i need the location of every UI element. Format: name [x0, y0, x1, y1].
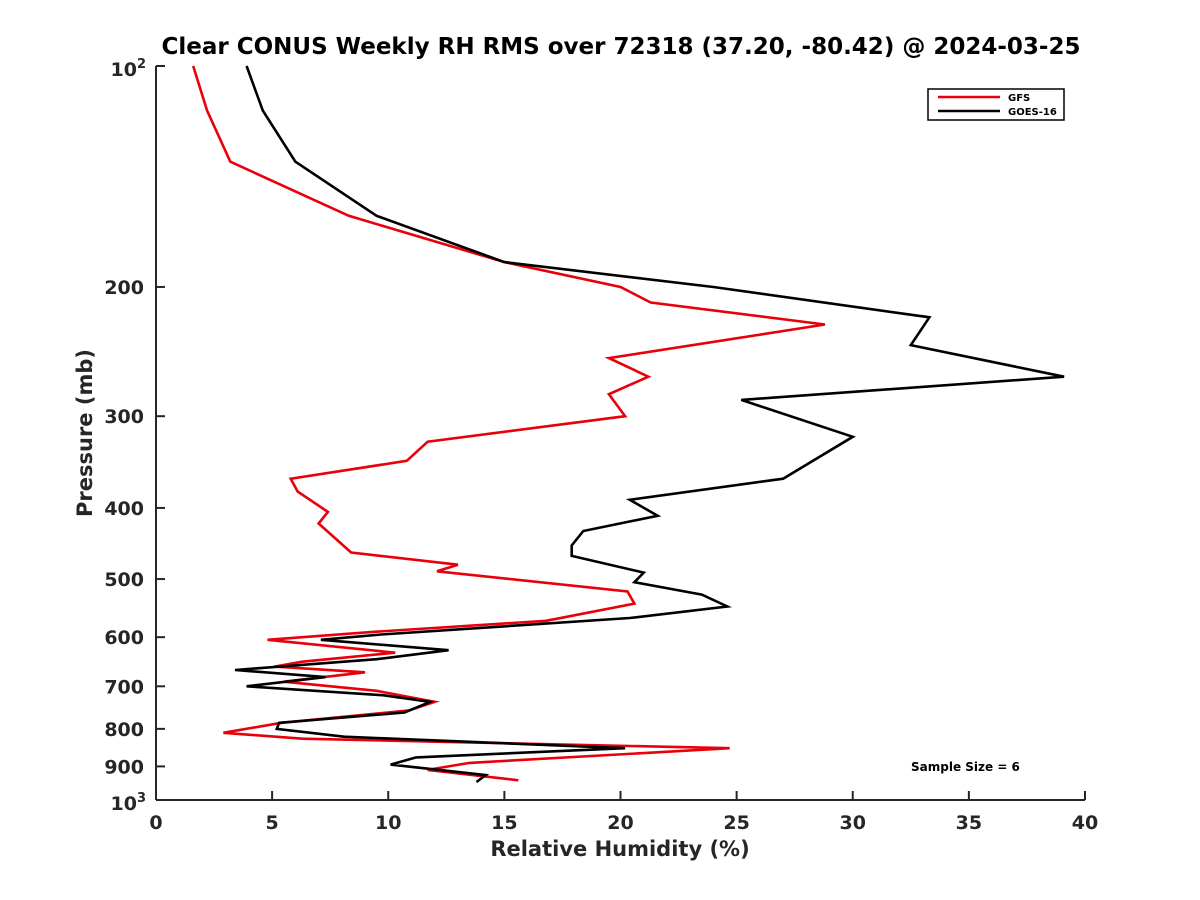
- legend-label-goes16: GOES-16: [1008, 107, 1057, 118]
- legend: GFS GOES-16: [927, 88, 1065, 121]
- x-ticks: 0 5 10 15 20 25 30 35 40: [149, 791, 1098, 834]
- y-tick-label: 900: [104, 756, 144, 778]
- y-tick-label: 700: [104, 676, 144, 698]
- y-tick-label: 600: [104, 627, 144, 649]
- series-line-goes16: [234, 65, 1065, 784]
- y-tick-label: 103: [111, 791, 147, 815]
- y-tick-label: 300: [104, 406, 144, 428]
- x-tick-label: 40: [1072, 812, 1098, 834]
- y-tick-label: 102: [111, 57, 147, 81]
- x-tick-label: 0: [149, 812, 162, 834]
- x-tick-label: 10: [375, 812, 401, 834]
- y-tick-label: 800: [104, 719, 144, 741]
- chart-title: Clear CONUS Weekly RH RMS over 72318 (37…: [162, 34, 1081, 60]
- x-tick-label: 35: [956, 812, 982, 834]
- y-tick-base: 10: [111, 59, 137, 81]
- y-tick-label: 500: [104, 569, 144, 591]
- y-tick-exponent: 3: [137, 791, 146, 806]
- legend-label-gfs: GFS: [1008, 93, 1030, 104]
- y-axis-label: Pressure (mb): [73, 349, 97, 517]
- x-tick-label: 15: [491, 812, 517, 834]
- x-axis-label: Relative Humidity (%): [490, 837, 749, 861]
- series-group: [191, 65, 1065, 784]
- y-tick-base: 10: [111, 793, 137, 815]
- x-tick-label: 30: [840, 812, 866, 834]
- sample-size-annotation: Sample Size = 6: [911, 760, 1020, 774]
- legend-box: [927, 88, 1065, 121]
- plot-area: 0 5 10 15 20 25 30 35 40 10220030040050060070080…: [104, 57, 1098, 834]
- x-tick-label: 5: [266, 812, 279, 834]
- y-tick-label: 200: [104, 277, 144, 299]
- x-tick-label: 25: [723, 812, 749, 834]
- x-tick-label: 20: [607, 812, 633, 834]
- y-tick-label: 400: [104, 498, 144, 520]
- y-tick-exponent: 2: [137, 57, 146, 72]
